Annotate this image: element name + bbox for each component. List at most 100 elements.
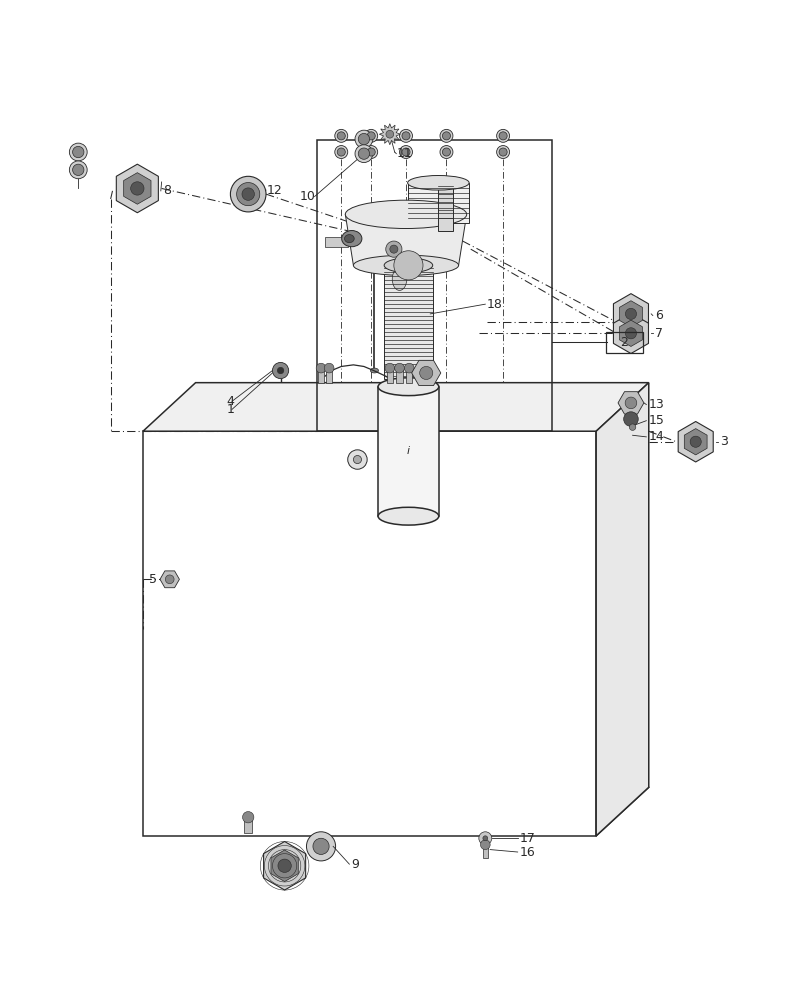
Text: 10: 10	[299, 190, 315, 203]
Circle shape	[384, 363, 394, 373]
Circle shape	[337, 132, 345, 140]
Polygon shape	[595, 383, 648, 836]
Circle shape	[69, 143, 87, 161]
Circle shape	[364, 129, 377, 142]
Bar	[324, 237, 347, 247]
Circle shape	[394, 363, 404, 373]
Polygon shape	[612, 294, 648, 334]
Ellipse shape	[384, 258, 432, 273]
Circle shape	[354, 145, 372, 163]
Polygon shape	[160, 571, 179, 588]
Text: i: i	[406, 446, 410, 456]
Circle shape	[499, 132, 507, 140]
Circle shape	[230, 176, 266, 212]
Text: 5: 5	[148, 573, 157, 586]
Bar	[438, 182, 453, 231]
Circle shape	[401, 148, 410, 156]
Bar	[407, 183, 469, 223]
Circle shape	[496, 129, 509, 142]
Circle shape	[277, 859, 291, 872]
Circle shape	[480, 840, 490, 850]
Polygon shape	[345, 214, 466, 265]
Text: 4: 4	[226, 395, 234, 408]
Circle shape	[334, 129, 347, 142]
Circle shape	[367, 132, 375, 140]
Text: 6: 6	[654, 309, 663, 322]
Polygon shape	[271, 850, 298, 882]
Circle shape	[236, 183, 260, 206]
Polygon shape	[619, 320, 642, 346]
Ellipse shape	[345, 200, 466, 229]
Circle shape	[442, 132, 450, 140]
Circle shape	[483, 836, 487, 841]
Ellipse shape	[378, 378, 438, 396]
Ellipse shape	[378, 507, 438, 525]
Circle shape	[399, 146, 412, 159]
Circle shape	[272, 362, 288, 379]
Circle shape	[440, 129, 453, 142]
Circle shape	[419, 366, 432, 380]
Polygon shape	[264, 841, 305, 890]
Circle shape	[496, 146, 509, 159]
Text: 17: 17	[519, 832, 534, 845]
Text: 18: 18	[487, 298, 502, 311]
Circle shape	[347, 450, 367, 469]
Circle shape	[334, 146, 347, 159]
Text: 1: 1	[226, 403, 234, 416]
Bar	[396, 368, 402, 383]
Circle shape	[623, 412, 637, 426]
Circle shape	[353, 455, 361, 464]
Circle shape	[165, 575, 174, 584]
Circle shape	[499, 148, 507, 156]
Circle shape	[69, 161, 87, 179]
Ellipse shape	[392, 268, 406, 290]
Text: 9: 9	[350, 858, 358, 871]
Circle shape	[242, 812, 254, 823]
Text: 3: 3	[719, 435, 727, 448]
Polygon shape	[116, 164, 158, 213]
Circle shape	[337, 148, 345, 156]
Circle shape	[242, 188, 254, 200]
Text: 12: 12	[267, 184, 282, 197]
Bar	[384, 265, 432, 379]
Circle shape	[364, 146, 377, 159]
Circle shape	[385, 130, 393, 138]
Polygon shape	[143, 383, 648, 431]
Circle shape	[478, 832, 491, 845]
Polygon shape	[677, 422, 712, 462]
Circle shape	[442, 148, 450, 156]
Circle shape	[440, 146, 453, 159]
Circle shape	[689, 436, 701, 447]
Text: 11: 11	[396, 147, 411, 160]
Polygon shape	[684, 429, 706, 455]
Ellipse shape	[353, 255, 458, 275]
Circle shape	[306, 832, 335, 861]
Ellipse shape	[407, 176, 469, 190]
Circle shape	[401, 132, 410, 140]
Bar	[386, 368, 393, 383]
Circle shape	[277, 367, 284, 374]
Circle shape	[358, 148, 369, 159]
Polygon shape	[379, 124, 400, 145]
Text: 15: 15	[648, 414, 664, 427]
Circle shape	[315, 363, 325, 373]
Circle shape	[131, 182, 144, 195]
Text: 7: 7	[654, 327, 663, 340]
Circle shape	[385, 241, 401, 257]
Bar	[244, 817, 252, 833]
Circle shape	[72, 164, 84, 176]
Text: 14: 14	[648, 430, 663, 443]
Ellipse shape	[344, 235, 354, 243]
Polygon shape	[617, 392, 643, 414]
Circle shape	[629, 424, 635, 430]
Bar	[406, 368, 412, 383]
Circle shape	[624, 328, 636, 339]
Bar	[325, 368, 332, 383]
Circle shape	[324, 363, 333, 373]
Polygon shape	[411, 360, 440, 386]
Circle shape	[399, 129, 412, 142]
Polygon shape	[612, 313, 648, 354]
Polygon shape	[619, 301, 642, 327]
Circle shape	[389, 245, 397, 253]
Ellipse shape	[370, 368, 378, 373]
